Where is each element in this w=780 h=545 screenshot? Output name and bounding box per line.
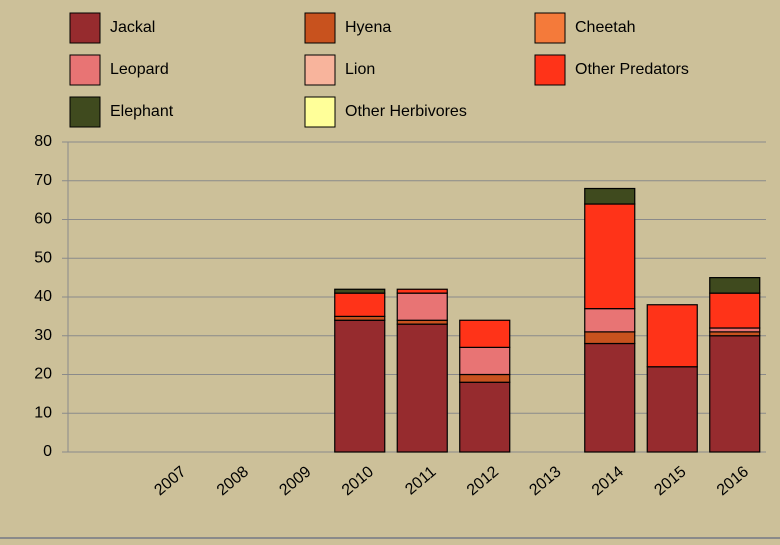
bar-segment — [459, 381, 511, 453]
bar-segment — [459, 346, 511, 376]
y-tick-label: 20 — [34, 366, 52, 383]
x-tick-label: 2014 — [589, 463, 627, 499]
x-tick-label: 2008 — [214, 463, 252, 499]
x-tick-label: 2007 — [151, 463, 189, 499]
x-tick-label: 2009 — [276, 463, 314, 499]
bar-segment — [646, 304, 698, 368]
bar-segment — [584, 203, 636, 310]
y-tick-label: 50 — [34, 249, 52, 266]
bar-segment — [584, 308, 636, 333]
bar-segment — [396, 288, 448, 294]
legend-label: Other Herbivores — [345, 103, 467, 120]
bar-segment — [709, 292, 761, 329]
bar-segment — [396, 323, 448, 453]
bar-segment — [646, 366, 698, 453]
legend-swatch — [304, 54, 336, 86]
y-tick-label: 60 — [34, 211, 52, 228]
legend-swatch — [304, 96, 336, 128]
bar-segment — [459, 373, 511, 383]
bar-segment — [334, 319, 386, 453]
y-tick-label: 40 — [34, 288, 52, 305]
y-tick-label: 30 — [34, 327, 52, 344]
y-tick-label: 80 — [34, 133, 52, 150]
legend-swatch — [304, 12, 336, 44]
bar-segment — [709, 277, 761, 294]
legend-label: Leopard — [110, 61, 169, 78]
legend-swatch — [69, 12, 101, 44]
legend-label: Jackal — [110, 19, 155, 36]
x-tick-label: 2015 — [651, 463, 689, 499]
bar-segment — [334, 292, 386, 317]
bar-segment — [396, 292, 448, 321]
legend-label: Hyena — [345, 19, 391, 36]
y-tick-label: 0 — [43, 443, 52, 460]
legend-swatch — [534, 54, 566, 86]
legend-label: Cheetah — [575, 19, 636, 36]
x-tick-label: 2012 — [464, 463, 502, 499]
legend-label: Lion — [345, 61, 375, 78]
x-tick-label: 2010 — [339, 463, 377, 499]
legend-swatch — [534, 12, 566, 44]
y-tick-label: 10 — [34, 404, 52, 421]
bar-segment — [459, 319, 511, 348]
bar-segment — [584, 187, 636, 205]
legend-swatch — [69, 54, 101, 86]
legend-swatch — [69, 96, 101, 128]
legend-label: Elephant — [110, 103, 174, 120]
x-tick-label: 2016 — [714, 463, 752, 499]
bar-segment — [334, 288, 386, 294]
legend-label: Other Predators — [575, 61, 689, 78]
x-tick-label: 2013 — [526, 463, 564, 499]
x-tick-label: 2011 — [402, 463, 439, 498]
bar-segment — [584, 331, 636, 345]
y-tick-label: 70 — [34, 172, 52, 189]
bar-segment — [584, 342, 636, 453]
bar-segment — [709, 335, 761, 453]
